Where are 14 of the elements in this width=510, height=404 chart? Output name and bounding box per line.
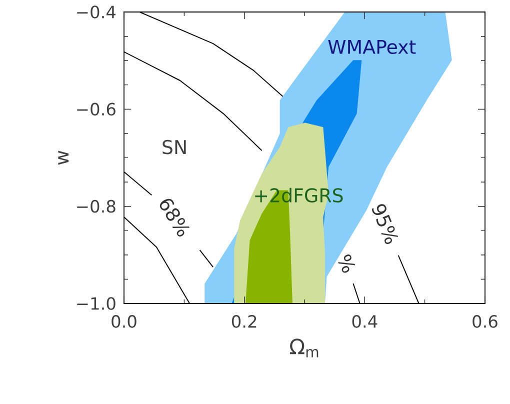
y-tick-label: −0.6 bbox=[77, 102, 116, 116]
y-tick-label: −0.8 bbox=[77, 200, 116, 213]
x-tick-label: 0.6 bbox=[472, 315, 498, 328]
annotation: % bbox=[338, 254, 356, 273]
x-tick-label: 0.4 bbox=[352, 315, 378, 328]
annotation: 95% bbox=[372, 204, 398, 244]
y-axis-title: w bbox=[58, 150, 69, 165]
annotation: SN bbox=[162, 140, 186, 154]
annotation: WMAPext bbox=[328, 40, 416, 54]
x-axis-title: Ω$_{m}$ bbox=[290, 338, 318, 358]
y-tick-label: −0.4 bbox=[77, 6, 116, 18]
x-tick-label: 0.2 bbox=[232, 315, 256, 328]
x-tick-label: 0.0 bbox=[112, 315, 136, 328]
y-tick-label: −1.0 bbox=[77, 297, 116, 310]
